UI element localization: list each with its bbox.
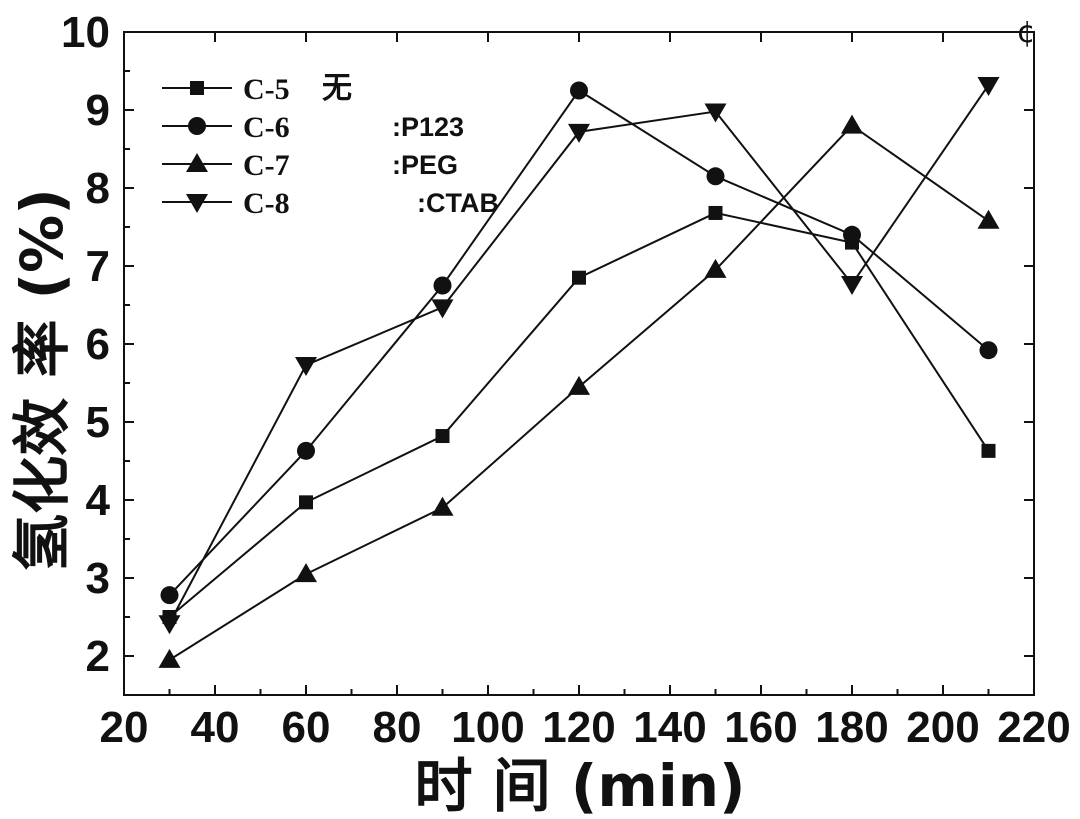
legend-note-c-5: 无 <box>322 71 352 106</box>
x-axis-ticks: 20 40 60 80 100 120 140 160 180 200 220 <box>100 32 1071 752</box>
data-point-c-7 <box>158 648 181 668</box>
series-c-7 <box>158 114 1000 668</box>
x-tick-label: 220 <box>997 703 1070 752</box>
legend-note-c-7: :PEG <box>392 150 458 180</box>
data-point-c-5 <box>981 443 996 458</box>
data-point-c-7 <box>977 209 1000 229</box>
legend: C-5 无 C-6 :P123 C-7 :PEG C-8 :CTAB <box>162 71 499 220</box>
data-point-c-6 <box>843 225 861 244</box>
data-point-c-7 <box>841 114 863 134</box>
x-tick-label: 140 <box>633 703 706 752</box>
x-axis-title: 时 间 (min) <box>414 752 745 819</box>
data-point-c-6 <box>706 167 725 186</box>
x-tick-label: 100 <box>451 703 524 752</box>
legend-note-c-6: :P123 <box>392 112 464 142</box>
data-point-c-8 <box>158 615 181 635</box>
legend-label-c-5: C-5 <box>243 73 290 106</box>
series-layer <box>158 77 1000 668</box>
data-point-c-8 <box>568 123 590 143</box>
legend-marker-c-5 <box>190 81 204 95</box>
data-point-c-7 <box>704 258 727 278</box>
legend-note-c-8: :CTAB <box>417 188 499 218</box>
legend-label-c-6: C-6 <box>243 111 290 144</box>
y-tick-label: 5 <box>86 398 110 447</box>
data-point-c-5 <box>299 495 313 510</box>
legend-marker-c-8 <box>186 194 208 213</box>
series-c-6 <box>160 81 998 605</box>
data-point-c-6 <box>433 276 452 295</box>
y-tick-label: 8 <box>86 164 110 213</box>
data-point-c-6 <box>570 81 588 100</box>
y-tick-label: 3 <box>86 554 110 603</box>
data-point-c-7 <box>568 375 590 395</box>
data-point-c-8 <box>977 77 1000 97</box>
y-tick-label: 7 <box>86 242 110 291</box>
y-axis-title: 氢化效 率 (%) <box>8 188 76 572</box>
data-point-c-8 <box>704 103 727 123</box>
data-point-c-5 <box>435 429 450 444</box>
x-tick-label: 40 <box>191 703 240 752</box>
data-point-c-8 <box>295 357 317 377</box>
x-tick-label: 80 <box>373 703 422 752</box>
data-point-c-6 <box>297 441 315 460</box>
x-tick-label: 160 <box>724 703 797 752</box>
legend-label-c-8: C-8 <box>243 187 290 220</box>
y-tick-label: 10 <box>61 8 110 57</box>
legend-marker-c-6 <box>188 117 206 135</box>
series-c-8 <box>158 77 1000 635</box>
x-tick-label: 20 <box>100 703 149 752</box>
data-point-c-5 <box>708 205 723 220</box>
data-point-c-7 <box>431 496 454 516</box>
corner-mark: ¢ <box>1016 15 1035 50</box>
data-point-c-6 <box>979 341 998 360</box>
data-point-c-8 <box>431 299 454 319</box>
data-point-c-5 <box>572 270 586 285</box>
x-tick-label: 60 <box>282 703 331 752</box>
x-tick-label: 120 <box>542 703 615 752</box>
legend-marker-c-7 <box>186 153 208 172</box>
legend-label-c-7: C-7 <box>243 149 290 182</box>
data-point-c-8 <box>841 275 863 295</box>
y-tick-label: 6 <box>86 320 110 369</box>
x-tick-label: 180 <box>815 703 888 752</box>
data-point-c-7 <box>295 563 317 583</box>
x-tick-label: 200 <box>906 703 979 752</box>
data-point-c-6 <box>160 586 179 605</box>
y-tick-label: 2 <box>86 632 110 681</box>
y-tick-label: 4 <box>86 476 111 525</box>
y-axis-ticks: 2 3 4 5 6 7 8 9 10 <box>61 8 1034 681</box>
y-tick-label: 9 <box>86 86 110 135</box>
